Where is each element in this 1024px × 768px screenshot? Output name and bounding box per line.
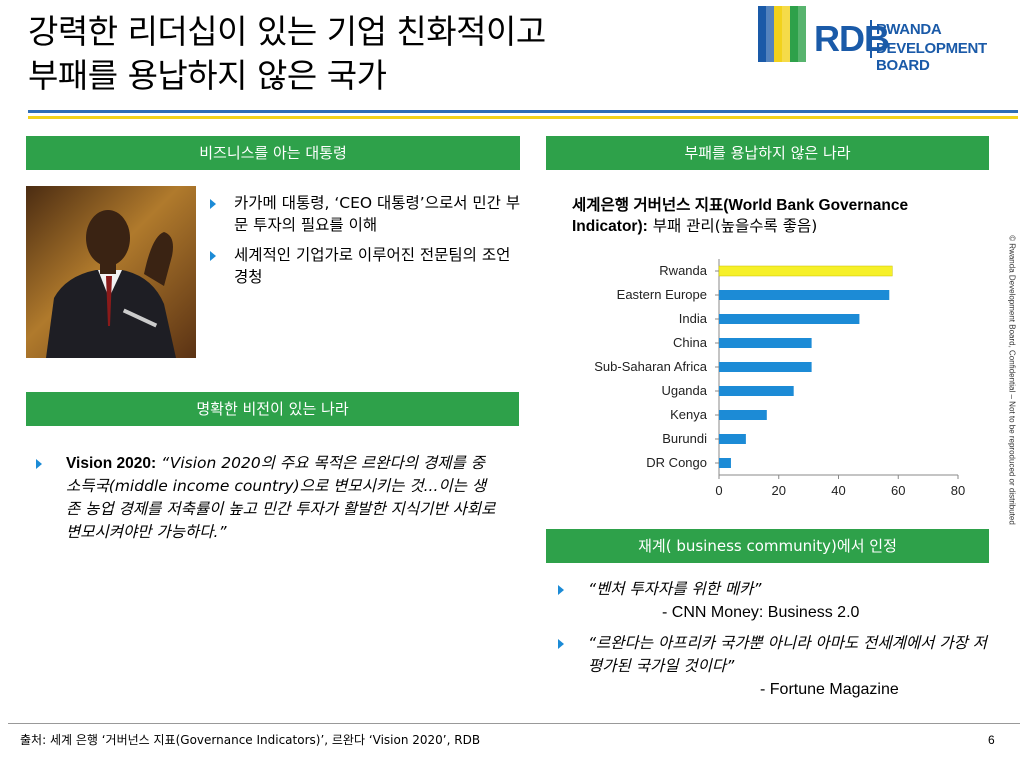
header-rule-blue bbox=[28, 110, 1018, 113]
category-label: Burundi bbox=[662, 431, 707, 446]
chart-title-bold: 세계은행 거버넌스 지표(World Bank Governance Indic… bbox=[572, 197, 909, 235]
footer-rule bbox=[8, 723, 1020, 724]
bar bbox=[719, 434, 746, 444]
bullet-arrow-icon bbox=[210, 199, 216, 209]
vision-label: Vision 2020: bbox=[66, 455, 157, 472]
quote-source: - Fortune Magazine bbox=[760, 681, 899, 698]
category-label: Sub-Saharan Africa bbox=[594, 359, 708, 374]
title-line-1: 강력한 리더십이 있는 기업 친화적이고 bbox=[28, 12, 546, 51]
title-line-2: 부패를 용납하지 않은 국가 bbox=[28, 56, 387, 95]
x-tick-label: 60 bbox=[891, 483, 905, 498]
list-item: 세계적인 기업가로 이루어진 전문팀의 조언 경청 bbox=[206, 244, 524, 288]
category-label: China bbox=[673, 335, 708, 350]
section-header-business-community: 재계( business community)에서 인정 bbox=[546, 529, 989, 563]
business-quotes: “벤처 투자자를 위한 메카” - CNN Money: Business 2.… bbox=[556, 578, 996, 709]
category-label: DR Congo bbox=[646, 455, 707, 470]
chart-title: 세계은행 거버넌스 지표(World Bank Governance Indic… bbox=[572, 195, 972, 237]
x-tick-label: 0 bbox=[715, 483, 722, 498]
rdb-logo: RDB RWANDA DEVELOPMENT BOARD bbox=[758, 6, 1020, 74]
bullet-arrow-icon bbox=[210, 251, 216, 261]
page-number: 6 bbox=[988, 733, 995, 747]
bar bbox=[719, 338, 812, 348]
bar bbox=[719, 314, 860, 324]
category-label: India bbox=[679, 311, 708, 326]
governance-bar-chart: Rwanda Eastern Europe India China Sub-Sahara… bbox=[594, 259, 965, 498]
bar bbox=[719, 386, 794, 396]
logo-name-line-1: RWANDA bbox=[876, 21, 942, 38]
vision-text: Vision 2020: “Vision 2020의 주요 목적은 르완다의 경… bbox=[36, 452, 496, 544]
quote-text: “벤처 투자자를 위한 메카” bbox=[588, 580, 762, 598]
section-header-vision: 명확한 비전이 있는 나라 bbox=[26, 392, 519, 426]
list-item: “르완다는 아프리카 국가뿐 아니라 아마도 전세계에서 가장 저평가된 국가일… bbox=[556, 632, 996, 701]
section-header-no-corruption: 부패를 용납하지 않은 나라 bbox=[546, 136, 989, 170]
list-item: “벤처 투자자를 위한 메카” - CNN Money: Business 2.… bbox=[556, 578, 996, 624]
confidential-note: © Rwanda Development Board, Confidential… bbox=[1007, 235, 1017, 525]
bar bbox=[719, 458, 731, 468]
category-label: Eastern Europe bbox=[617, 287, 707, 302]
x-tick-label: 80 bbox=[951, 483, 965, 498]
section-header-business-president: 비즈니스를 아는 대통령 bbox=[26, 136, 520, 170]
bar bbox=[719, 410, 767, 420]
quote-source: - CNN Money: Business 2.0 bbox=[662, 604, 860, 621]
bullet-arrow-icon bbox=[558, 639, 564, 649]
vision-block: Vision 2020: “Vision 2020의 주요 목적은 르완다의 경… bbox=[36, 452, 496, 544]
bar bbox=[719, 290, 890, 300]
logo-divider bbox=[870, 20, 872, 58]
bar bbox=[718, 265, 893, 277]
x-tick-label: 40 bbox=[831, 483, 845, 498]
footnote: 출처: 세계 은행 ‘거버넌스 지표(Governance Indicators… bbox=[20, 731, 480, 748]
quote-text: “르완다는 아프리카 국가뿐 아니라 아마도 전세계에서 가장 저평가된 국가일… bbox=[588, 634, 988, 675]
logo-abbr: RDB bbox=[814, 18, 890, 59]
president-bullets: 카가메 대통령, ‘CEO 대통령’으로서 민간 부문 투자의 필요를 이해 세… bbox=[206, 192, 524, 296]
page-title: 강력한 리더십이 있는 기업 친화적이고 부패를 용납하지 않은 국가 bbox=[28, 10, 728, 98]
president-portrait-icon bbox=[46, 210, 176, 358]
category-label: Rwanda bbox=[659, 263, 707, 278]
vision-quote: “Vision 2020의 주요 목적은 르완다의 경제를 중소득국(middl… bbox=[66, 454, 496, 541]
bullet-arrow-icon bbox=[36, 459, 42, 469]
flag-stripes-icon bbox=[758, 6, 808, 62]
header-rule-yellow bbox=[28, 116, 1018, 119]
logo-name-line-2: DEVELOPMENT BOARD bbox=[876, 40, 987, 74]
category-label: Uganda bbox=[661, 383, 707, 398]
footnote-text: 세계 은행 ‘거버넌스 지표(Governance Indicators)’, … bbox=[46, 733, 481, 747]
footnote-label: 출처: bbox=[20, 733, 47, 747]
list-item: 카가메 대통령, ‘CEO 대통령’으로서 민간 부문 투자의 필요를 이해 bbox=[206, 192, 524, 236]
bullet-arrow-icon bbox=[558, 585, 564, 595]
president-photo bbox=[26, 186, 196, 358]
chart-title-rest: 부패 관리(높을수록 좋음) bbox=[647, 217, 818, 235]
x-tick-label: 20 bbox=[772, 483, 786, 498]
category-label: Kenya bbox=[670, 407, 708, 422]
bar bbox=[719, 362, 812, 372]
